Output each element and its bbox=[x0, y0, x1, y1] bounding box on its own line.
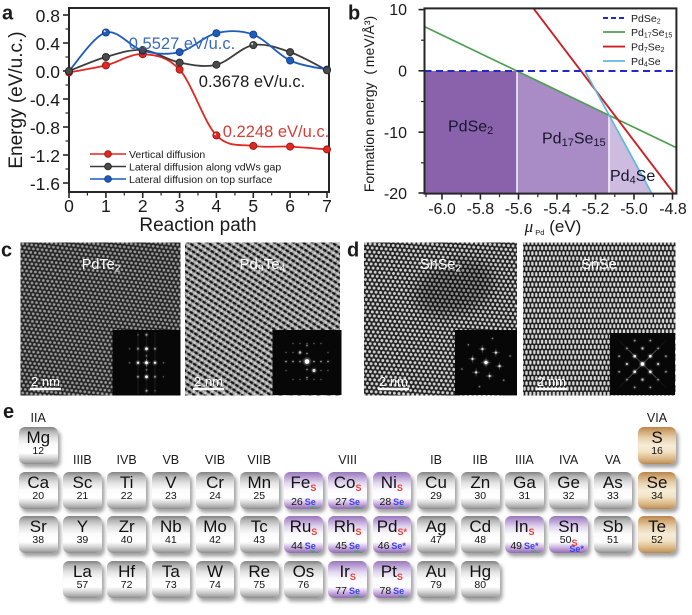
svg-text:0.2248 eV/u.c.: 0.2248 eV/u.c. bbox=[223, 123, 329, 141]
svg-text:0.5527 eV/u.c.: 0.5527 eV/u.c. bbox=[129, 35, 235, 53]
svg-text:3: 3 bbox=[175, 196, 185, 216]
svg-text:Pd17Se15: Pd17Se15 bbox=[631, 27, 672, 40]
svg-text:SnSe2: SnSe2 bbox=[420, 257, 461, 275]
svg-text:PdTe2: PdTe2 bbox=[82, 257, 121, 275]
svg-text:Lateral diffusion along vdWs g: Lateral diffusion along vdWs gap bbox=[129, 162, 281, 174]
svg-text:-6.0: -6.0 bbox=[428, 201, 456, 218]
svg-text:-5.0: -5.0 bbox=[620, 201, 648, 218]
svg-text:-4.8: -4.8 bbox=[659, 201, 687, 218]
svg-text:2 nm: 2 nm bbox=[194, 374, 223, 389]
svg-text:c: c bbox=[1, 240, 12, 262]
svg-text:0.3678 eV/u.c.: 0.3678 eV/u.c. bbox=[199, 73, 305, 91]
svg-text:Pd4Se: Pd4Se bbox=[631, 56, 661, 69]
svg-text:μ Pd (eV): μ Pd (eV) bbox=[524, 217, 582, 237]
svg-text:5: 5 bbox=[248, 196, 258, 216]
svg-text:Pd7Se2: Pd7Se2 bbox=[631, 42, 665, 55]
svg-text:a: a bbox=[2, 3, 14, 25]
svg-text:-5.6: -5.6 bbox=[505, 201, 533, 218]
svg-text:Pd9Te4: Pd9Te4 bbox=[240, 256, 286, 275]
svg-text:Reaction path: Reaction path bbox=[139, 215, 256, 236]
svg-text:-0.4: -0.4 bbox=[30, 90, 60, 110]
svg-text:d: d bbox=[347, 240, 359, 262]
svg-text:2 nm: 2 nm bbox=[379, 374, 408, 389]
svg-text:2 nm: 2 nm bbox=[537, 374, 566, 389]
svg-text:7: 7 bbox=[322, 196, 332, 216]
svg-text:-10: -10 bbox=[384, 125, 407, 142]
svg-text:Lateral diffusion on top surfa: Lateral diffusion on top surface bbox=[129, 174, 273, 186]
svg-text:b: b bbox=[348, 3, 360, 25]
svg-text:2 nm: 2 nm bbox=[31, 374, 60, 389]
svg-text:Pd4Se: Pd4Se bbox=[610, 168, 655, 187]
svg-text:6: 6 bbox=[285, 196, 295, 216]
svg-text:PdSe2: PdSe2 bbox=[448, 119, 493, 138]
svg-text:2: 2 bbox=[138, 196, 148, 216]
svg-text:0.4: 0.4 bbox=[36, 34, 61, 54]
svg-text:SnSe: SnSe bbox=[581, 257, 616, 273]
svg-text:-1.6: -1.6 bbox=[30, 174, 60, 194]
svg-text:Vertical diffusion: Vertical diffusion bbox=[129, 149, 205, 161]
svg-text:0.0: 0.0 bbox=[36, 62, 61, 82]
svg-text:-0.8: -0.8 bbox=[30, 118, 60, 138]
svg-text:Energy (eV/u.c.): Energy (eV/u.c.) bbox=[6, 31, 27, 168]
svg-text:1: 1 bbox=[101, 196, 111, 216]
svg-text:0.8: 0.8 bbox=[36, 6, 60, 26]
svg-text:0: 0 bbox=[398, 64, 407, 81]
svg-text:-20: -20 bbox=[384, 186, 407, 203]
svg-text:10: 10 bbox=[389, 2, 407, 19]
svg-text:Pd17Se15: Pd17Se15 bbox=[542, 131, 606, 150]
svg-text:PdSe2: PdSe2 bbox=[631, 13, 661, 26]
svg-text:-5.2: -5.2 bbox=[582, 201, 610, 218]
svg-text:4: 4 bbox=[212, 196, 222, 216]
svg-text:Formation energy ( meV/Å³): Formation energy ( meV/Å³) bbox=[361, 16, 377, 192]
svg-text:0: 0 bbox=[64, 196, 74, 216]
svg-text:-5.8: -5.8 bbox=[467, 201, 495, 218]
svg-text:-5.4: -5.4 bbox=[543, 201, 571, 218]
svg-text:-1.2: -1.2 bbox=[30, 146, 60, 166]
